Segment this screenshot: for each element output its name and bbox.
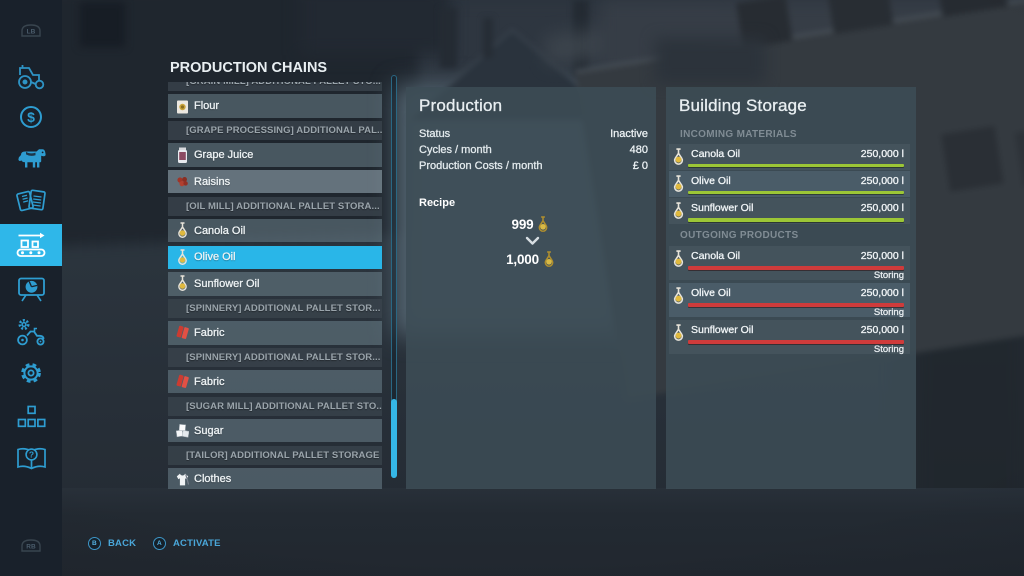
svg-text:LB: LB — [27, 29, 36, 36]
svg-text:RB: RB — [26, 544, 36, 551]
svg-text:$: $ — [27, 109, 35, 125]
svg-text:?: ? — [29, 450, 34, 460]
